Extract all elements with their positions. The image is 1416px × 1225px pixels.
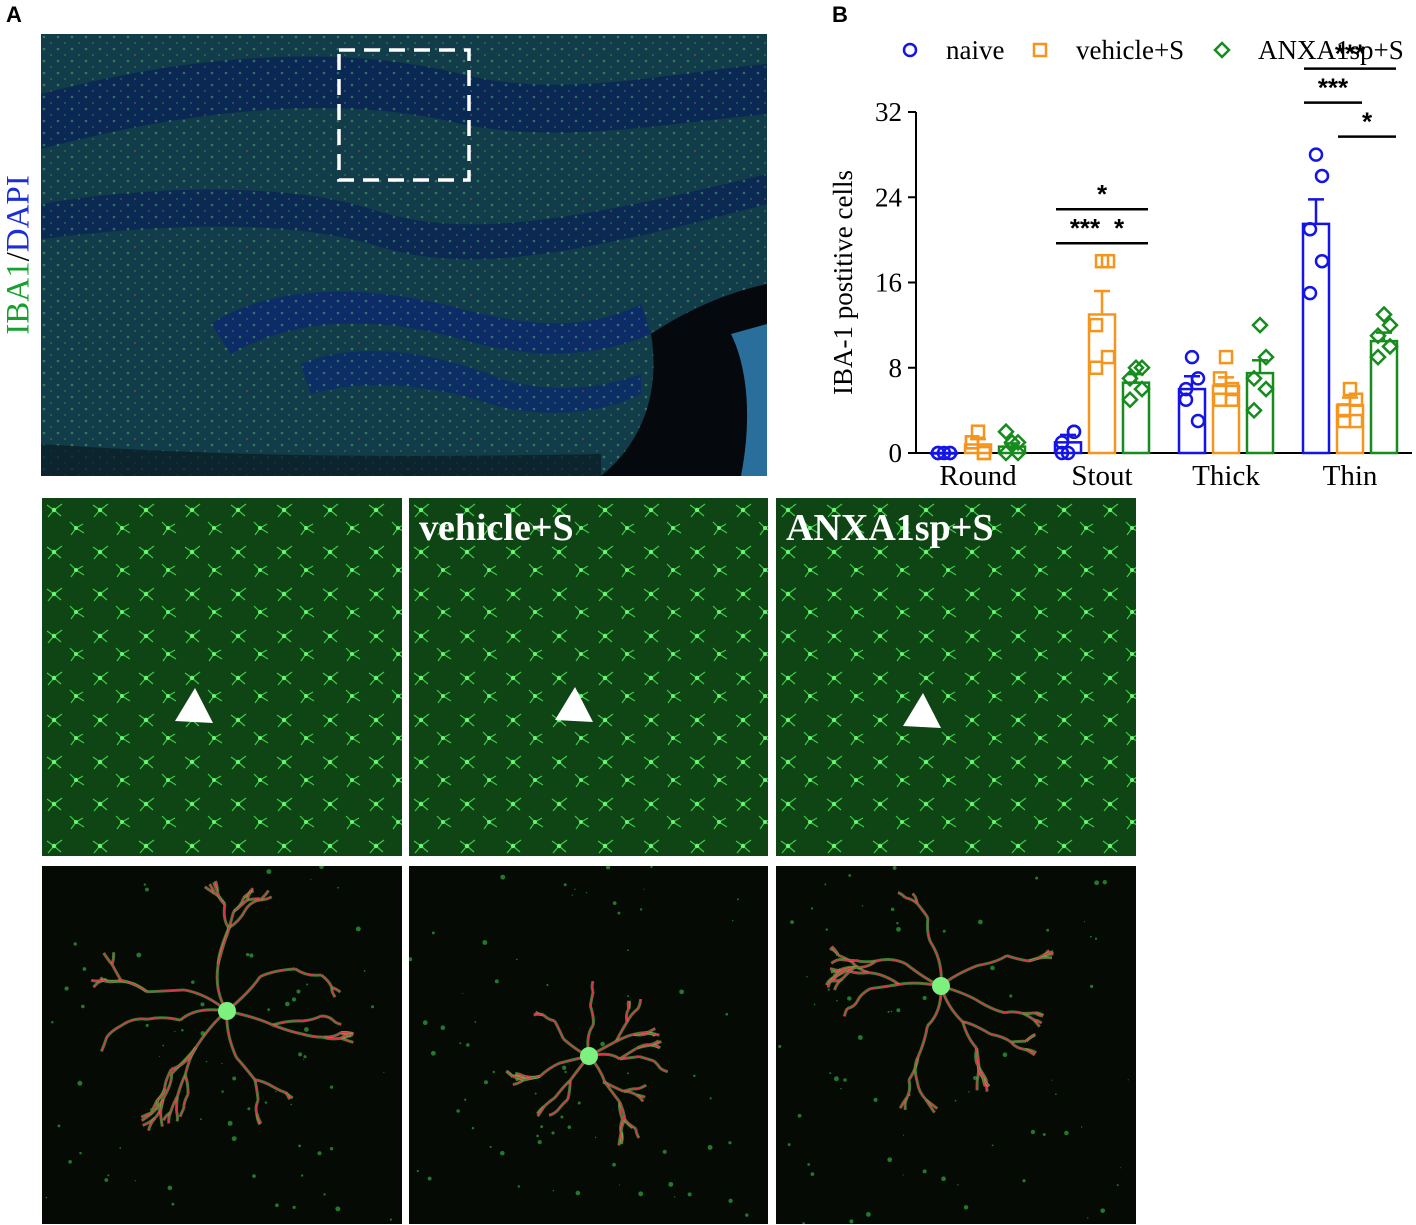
data-point <box>1190 371 1206 386</box>
x-tick-label: Round <box>939 460 1017 492</box>
legend-label: naive <box>946 35 1004 65</box>
data-point <box>1336 403 1352 418</box>
data-point <box>1184 349 1200 365</box>
stain-label-dapi: DAPI <box>0 175 37 253</box>
stain-label-slash: / <box>0 252 37 262</box>
morphology-bar-chart: naive vehicle+S ANXA1sp+S 0 8 16 24 32 Round Sto… <box>828 35 1412 492</box>
data-point <box>1121 369 1139 388</box>
data-point <box>1381 316 1399 334</box>
y-tick-label: 16 <box>875 268 902 298</box>
data-point <box>930 445 946 461</box>
data-point <box>1348 392 1364 407</box>
arrowhead-icon <box>555 687 593 722</box>
data-point <box>1257 348 1275 366</box>
x-tick-label: Thick <box>1192 460 1260 492</box>
data-point <box>1127 358 1145 377</box>
data-point <box>1133 358 1151 377</box>
legend-label: ANXA1sp+S <box>1258 35 1404 65</box>
data-point <box>1369 348 1387 366</box>
y-tick-label: 0 <box>889 438 903 468</box>
bar-vehicle+S-Thick <box>1211 384 1241 455</box>
legend-label: vehicle+S <box>1076 35 1184 65</box>
legend-marker <box>1032 42 1048 58</box>
data-point <box>1336 413 1352 429</box>
data-point <box>1060 445 1076 461</box>
data-point <box>1251 316 1269 334</box>
panel-label-anxa1sp: ANXA1sp+S <box>786 507 994 549</box>
data-point <box>1088 360 1104 375</box>
data-point <box>1054 435 1070 450</box>
data-point <box>936 445 952 461</box>
chart-bars <box>929 198 1399 455</box>
significance-label: *** <box>1070 213 1101 243</box>
chart-legend: naive vehicle+S ANXA1sp+S <box>902 35 1404 65</box>
stain-label-iba1: IBA1 <box>0 261 37 335</box>
data-point <box>1314 253 1330 269</box>
legend-marker <box>902 42 918 58</box>
data-point <box>1257 380 1275 398</box>
data-point <box>1178 381 1194 397</box>
data-point <box>1212 392 1228 407</box>
data-point <box>1245 369 1263 388</box>
chart-significance: **** ******** <box>1056 39 1396 245</box>
bar-vehicle+S-Stout <box>1087 313 1117 455</box>
data-point <box>1381 337 1399 356</box>
data-point <box>1009 433 1027 452</box>
data-point <box>1100 253 1116 269</box>
x-tick-label: Stout <box>1071 460 1132 492</box>
panel-label-vehicle: vehicle+S <box>419 507 574 549</box>
data-point <box>1054 445 1070 461</box>
region-of-interest-box <box>337 48 471 182</box>
y-tick-label: 8 <box>889 353 903 383</box>
data-point <box>1314 168 1330 184</box>
data-point <box>1100 349 1116 365</box>
micrograph-anxa1sp: ANXA1sp+S <box>776 498 1136 856</box>
hippocampus-overview-image <box>41 34 767 476</box>
data-point <box>1245 401 1263 420</box>
significance-label: * <box>1362 107 1373 137</box>
data-point <box>1009 444 1027 462</box>
data-point <box>1190 413 1206 429</box>
data-point <box>1133 380 1151 398</box>
data-point <box>964 435 980 450</box>
x-tick-label: Thin <box>1323 460 1378 492</box>
data-point <box>1178 392 1194 407</box>
data-point <box>1121 390 1139 409</box>
micrograph-vehicle: vehicle+S <box>409 498 768 856</box>
data-point <box>1003 433 1021 452</box>
chart-points <box>930 147 1399 462</box>
data-point <box>1224 381 1240 397</box>
arrowhead-icon <box>175 688 213 723</box>
chart-axes: 0 8 16 24 32 Round Stout Thick Thin <box>875 97 1412 492</box>
data-point <box>1375 305 1393 324</box>
traced-cell-naive <box>42 866 402 1224</box>
data-point <box>1212 371 1228 386</box>
data-point <box>1218 349 1234 365</box>
significance-label: * <box>1097 179 1108 209</box>
data-point <box>1302 285 1318 301</box>
y-axis-label: IBA-1 postitive cells <box>828 170 858 395</box>
data-point <box>976 445 992 461</box>
micrograph-naive <box>42 498 402 856</box>
panel-b-letter: B <box>832 2 848 27</box>
y-tick-label: 32 <box>875 97 902 127</box>
panel-a-letter: A <box>6 2 22 27</box>
traced-cell-vehicle <box>409 866 768 1224</box>
data-point <box>1302 221 1318 237</box>
significance-label: * <box>1114 213 1125 243</box>
data-point <box>1088 317 1104 333</box>
significance-label: *** <box>1335 39 1366 69</box>
y-tick-label: 24 <box>875 182 903 212</box>
arrowhead-icon <box>903 693 941 728</box>
significance-label: *** <box>1318 73 1349 103</box>
legend-marker <box>1213 41 1231 59</box>
data-point <box>1369 327 1387 345</box>
data-point <box>997 422 1015 441</box>
traced-cell-anxa1sp <box>776 866 1136 1224</box>
stain-label: IBA1/DAPI <box>0 34 38 476</box>
data-point <box>997 444 1015 462</box>
data-point <box>1308 147 1324 162</box>
data-point <box>1066 424 1082 439</box>
